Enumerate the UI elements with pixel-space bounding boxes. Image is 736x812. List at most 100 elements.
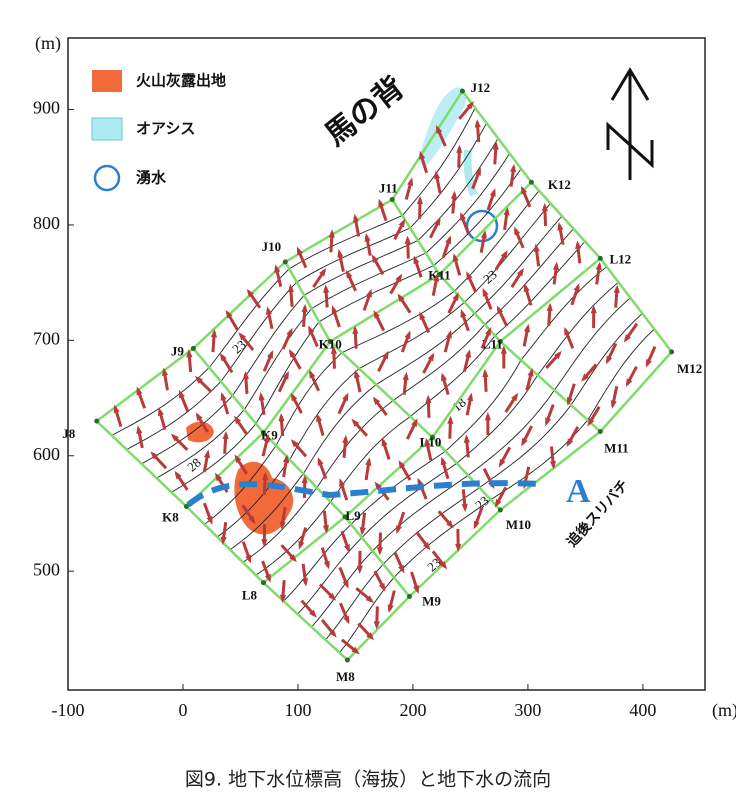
flow-arrow-head — [337, 249, 344, 258]
grid-edge — [192, 260, 287, 350]
flow-arrow-head — [225, 309, 233, 319]
flow-arrow-head — [214, 472, 222, 482]
caption: 図9. 地下水位標高（海抜）と地下水の流向 — [185, 769, 551, 791]
y-unit: (m) — [35, 33, 61, 54]
grid-node — [459, 88, 465, 94]
grid-node-label: L10 — [420, 434, 442, 449]
grid-node-label: M10 — [506, 517, 531, 532]
grid-edge — [344, 436, 434, 518]
flow-arrow-head — [113, 404, 120, 414]
flow-arrow-head — [374, 481, 382, 490]
grid-edge — [599, 257, 673, 353]
grid-edge — [530, 181, 602, 260]
grid-node-label: K8 — [162, 510, 179, 525]
flow-arrow-head — [234, 454, 242, 463]
flow-arrow-head — [323, 560, 330, 570]
flow-arrow-head — [466, 101, 475, 110]
contour-label: 28 — [184, 455, 204, 475]
flow-arrow-head — [557, 222, 564, 231]
grid-edge — [329, 340, 434, 439]
flow-arrow-head — [382, 350, 389, 360]
flow-arrows — [113, 101, 657, 655]
flow-arrow-head — [439, 561, 448, 570]
flow-arrow-head — [546, 302, 553, 312]
section-line — [186, 480, 541, 508]
flow-arrow-head — [261, 471, 269, 481]
grid-node-label: J12 — [471, 80, 491, 95]
flow-arrow-head — [279, 594, 287, 604]
grid-node — [344, 657, 350, 663]
flow-arrow-head — [343, 615, 350, 625]
legend: 火山灰露出地 オアシス 湧水 — [91, 70, 226, 192]
flow-arrow-head — [387, 604, 394, 613]
flow-arrow-head — [242, 370, 250, 380]
grid-node — [597, 429, 603, 435]
flow-arrow-head — [595, 261, 602, 271]
flow-arrow-head — [407, 177, 414, 186]
flow-arrow-head — [342, 392, 349, 402]
flow-arrow-head — [373, 309, 380, 319]
flow-arrow-head — [433, 273, 440, 282]
flow-arrow-head — [397, 293, 405, 303]
flow-arrow-head — [282, 454, 290, 463]
flow-arrow-head — [581, 373, 589, 382]
grid-edge — [284, 261, 332, 343]
y-tick-label: 800 — [33, 213, 60, 233]
flow-arrow-head — [623, 334, 632, 343]
flow-arrow-head — [521, 185, 528, 195]
flow-arrow-head — [265, 306, 272, 315]
flow-arrow-head — [343, 544, 350, 553]
grid-node — [260, 580, 266, 586]
flow-arrow-head — [404, 330, 411, 340]
flow-arrow-head — [290, 392, 298, 402]
flow-arrow-head — [461, 503, 468, 513]
flow-arrow-head — [398, 218, 406, 228]
grid-node — [342, 514, 348, 520]
grid-edge — [499, 257, 602, 343]
flow-arrow-head — [352, 325, 359, 334]
flow-arrow-head — [308, 325, 315, 335]
flow-arrow-head — [346, 269, 353, 279]
flow-arrow-head — [359, 527, 366, 536]
flow-arrow-head — [258, 392, 265, 401]
flow-arrow-head — [317, 457, 324, 466]
flow-arrow-head — [278, 413, 285, 422]
flow-arrow-head — [434, 170, 441, 180]
flow-arrow-head — [419, 150, 426, 160]
flow-arrow-head — [480, 230, 487, 239]
flow-arrow-head — [364, 233, 371, 242]
flow-arrow-head — [514, 226, 521, 236]
y-tick-label: 600 — [33, 444, 60, 464]
grid-node-label: K10 — [319, 336, 342, 351]
flow-arrow-head — [402, 371, 409, 381]
flow-arrow-head — [330, 345, 338, 354]
flow-arrow-head — [298, 540, 305, 550]
grid-edge — [599, 351, 673, 433]
grid-edge — [499, 430, 602, 511]
flow-arrow-head — [482, 287, 489, 297]
flow-arrow-head — [287, 283, 295, 293]
grid-edge — [192, 347, 265, 434]
flow-arrow-head — [482, 368, 489, 378]
x-tick-label: 300 — [514, 700, 541, 720]
flow-arrow-head — [549, 460, 557, 470]
flow-arrow-head — [365, 457, 372, 466]
flow-arrow-head — [467, 392, 474, 402]
legend-swatch — [92, 70, 122, 92]
flow-arrow-head — [575, 240, 582, 249]
grid-node — [94, 418, 100, 424]
flow-arrow-head — [342, 580, 349, 589]
flow-arrow-head — [245, 554, 252, 564]
flow-arrow-head — [492, 141, 499, 150]
flow-arrow-head — [157, 407, 164, 417]
contour-line — [325, 313, 643, 641]
flow-arrow-head — [328, 229, 335, 238]
flow-arrow-head — [423, 541, 431, 551]
flow-arrow-head — [219, 352, 227, 362]
flow-arrow-head — [220, 391, 227, 401]
grid-edge — [185, 505, 265, 584]
flow-arrow-head — [587, 417, 595, 427]
flow-arrow-head — [500, 250, 508, 259]
grid-node — [528, 179, 534, 185]
axis-ticks: -100 0 100 200 300 400 500 600 700 800 900 — [33, 98, 656, 720]
